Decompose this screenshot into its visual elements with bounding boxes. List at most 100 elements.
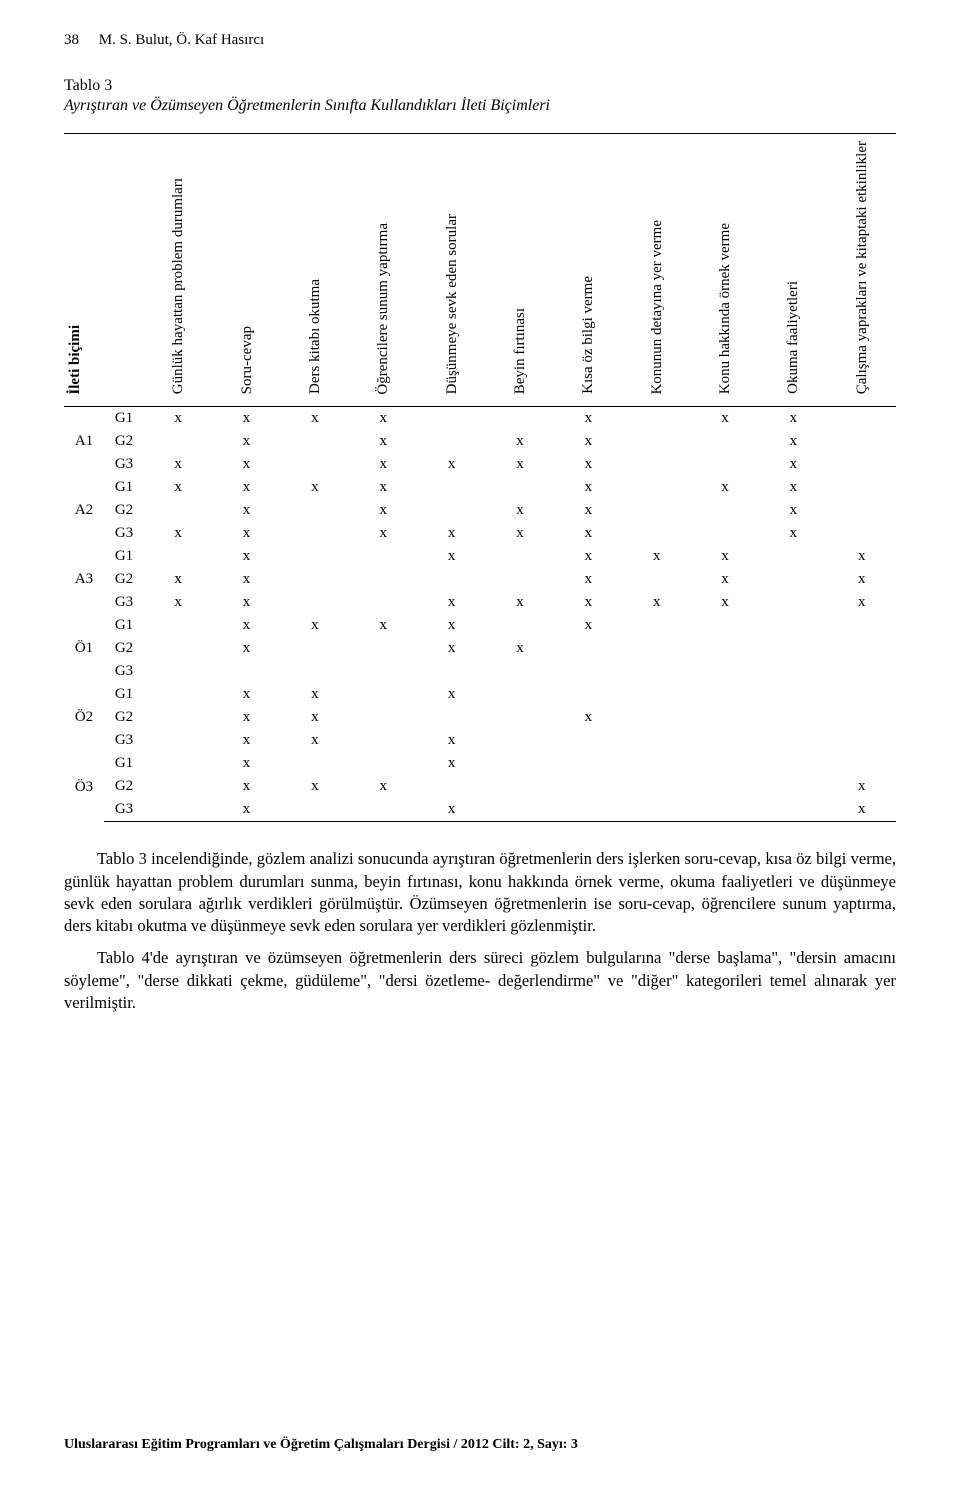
data-cell: x bbox=[212, 729, 280, 752]
data-cell bbox=[759, 775, 827, 798]
data-cell: x bbox=[828, 568, 896, 591]
data-cell: x bbox=[759, 499, 827, 522]
table-row: G3xxx bbox=[64, 729, 896, 752]
data-cell: x bbox=[828, 591, 896, 614]
sub-cell: G3 bbox=[104, 453, 144, 476]
data-cell bbox=[623, 568, 691, 591]
data-cell: x bbox=[554, 453, 622, 476]
sub-cell: G1 bbox=[104, 407, 144, 431]
data-cell: x bbox=[486, 499, 554, 522]
data-cell bbox=[349, 683, 417, 706]
data-cell bbox=[828, 729, 896, 752]
data-cell: x bbox=[486, 522, 554, 545]
data-cell: x bbox=[623, 591, 691, 614]
data-cell bbox=[144, 683, 212, 706]
data-cell: x bbox=[417, 545, 485, 568]
footer: Uluslararası Eğitim Programları ve Öğret… bbox=[64, 1437, 896, 1453]
data-cell bbox=[691, 453, 759, 476]
col-8: Konu hakkında örnek verme bbox=[716, 219, 734, 398]
data-cell: x bbox=[144, 591, 212, 614]
data-cell bbox=[486, 775, 554, 798]
data-cell bbox=[554, 752, 622, 775]
data-cell bbox=[691, 798, 759, 822]
data-cell bbox=[623, 775, 691, 798]
group-cell: Ö3 bbox=[64, 752, 104, 822]
data-cell: x bbox=[554, 614, 622, 637]
data-cell: x bbox=[281, 407, 349, 431]
data-cell bbox=[144, 545, 212, 568]
data-cell bbox=[349, 706, 417, 729]
data-cell: x bbox=[144, 453, 212, 476]
header-ileti: İleti biçimi bbox=[66, 321, 84, 399]
table-row: G2xxxxx bbox=[64, 568, 896, 591]
data-cell bbox=[623, 637, 691, 660]
data-cell bbox=[623, 430, 691, 453]
data-cell bbox=[623, 453, 691, 476]
data-cell: x bbox=[417, 752, 485, 775]
data-cell bbox=[281, 591, 349, 614]
sub-cell: G2 bbox=[104, 499, 144, 522]
data-cell: x bbox=[417, 614, 485, 637]
table-row: G3xxxxxxx bbox=[64, 453, 896, 476]
data-cell bbox=[281, 430, 349, 453]
data-cell bbox=[349, 545, 417, 568]
data-cell bbox=[417, 775, 485, 798]
sub-cell: G3 bbox=[104, 729, 144, 752]
sub-cell: G3 bbox=[104, 660, 144, 683]
group-cell: A2 bbox=[64, 476, 104, 545]
data-cell bbox=[691, 706, 759, 729]
data-cell bbox=[486, 706, 554, 729]
table-row: Ö2G1xxx bbox=[64, 683, 896, 706]
data-cell bbox=[486, 476, 554, 499]
data-cell bbox=[828, 430, 896, 453]
data-cell: x bbox=[759, 430, 827, 453]
table-title: Ayrıştıran ve Özümseyen Öğretmenlerin Sı… bbox=[64, 97, 896, 115]
table-row: Ö1G1xxxxx bbox=[64, 614, 896, 637]
data-cell: x bbox=[554, 522, 622, 545]
sub-cell: G1 bbox=[104, 476, 144, 499]
data-cell: x bbox=[144, 522, 212, 545]
data-cell bbox=[144, 798, 212, 822]
data-cell bbox=[281, 637, 349, 660]
table-row: G3xxxxxxxx bbox=[64, 591, 896, 614]
data-cell: x bbox=[759, 522, 827, 545]
data-cell bbox=[281, 660, 349, 683]
data-cell bbox=[828, 614, 896, 637]
data-cell: x bbox=[349, 407, 417, 431]
page: 38 M. S. Bulut, Ö. Kaf Hasırcı Tablo 3 A… bbox=[0, 0, 960, 1485]
data-cell: x bbox=[486, 637, 554, 660]
page-number: 38 bbox=[64, 32, 79, 49]
data-cell: x bbox=[554, 568, 622, 591]
data-cell bbox=[486, 752, 554, 775]
data-cell bbox=[759, 729, 827, 752]
data-cell bbox=[828, 522, 896, 545]
data-cell bbox=[828, 706, 896, 729]
data-cell bbox=[691, 614, 759, 637]
data-cell bbox=[759, 683, 827, 706]
table-row: G2xxxx bbox=[64, 775, 896, 798]
data-cell bbox=[486, 545, 554, 568]
data-cell: x bbox=[554, 499, 622, 522]
table-body: A1G1xxxxxxxG2xxxxxG3xxxxxxxA2G1xxxxxxxG2… bbox=[64, 407, 896, 822]
group-cell: Ö1 bbox=[64, 614, 104, 683]
data-cell bbox=[281, 522, 349, 545]
data-cell: x bbox=[691, 407, 759, 431]
data-cell: x bbox=[281, 775, 349, 798]
authors: M. S. Bulut, Ö. Kaf Hasırcı bbox=[99, 32, 264, 48]
data-cell bbox=[349, 752, 417, 775]
data-cell bbox=[144, 706, 212, 729]
data-cell: x bbox=[212, 683, 280, 706]
data-cell bbox=[486, 798, 554, 822]
data-cell: x bbox=[212, 499, 280, 522]
data-cell: x bbox=[349, 522, 417, 545]
data-cell: x bbox=[349, 430, 417, 453]
data-cell bbox=[759, 706, 827, 729]
data-cell bbox=[623, 522, 691, 545]
paragraph-2: Tablo 4'de ayrıştıran ve özümseyen öğret… bbox=[64, 947, 896, 1014]
data-cell: x bbox=[759, 407, 827, 431]
data-cell: x bbox=[417, 729, 485, 752]
data-cell: x bbox=[212, 591, 280, 614]
table-row: A2G1xxxxxxx bbox=[64, 476, 896, 499]
data-cell bbox=[828, 476, 896, 499]
body-text: Tablo 3 incelendiğinde, gözlem analizi s… bbox=[64, 848, 896, 1014]
